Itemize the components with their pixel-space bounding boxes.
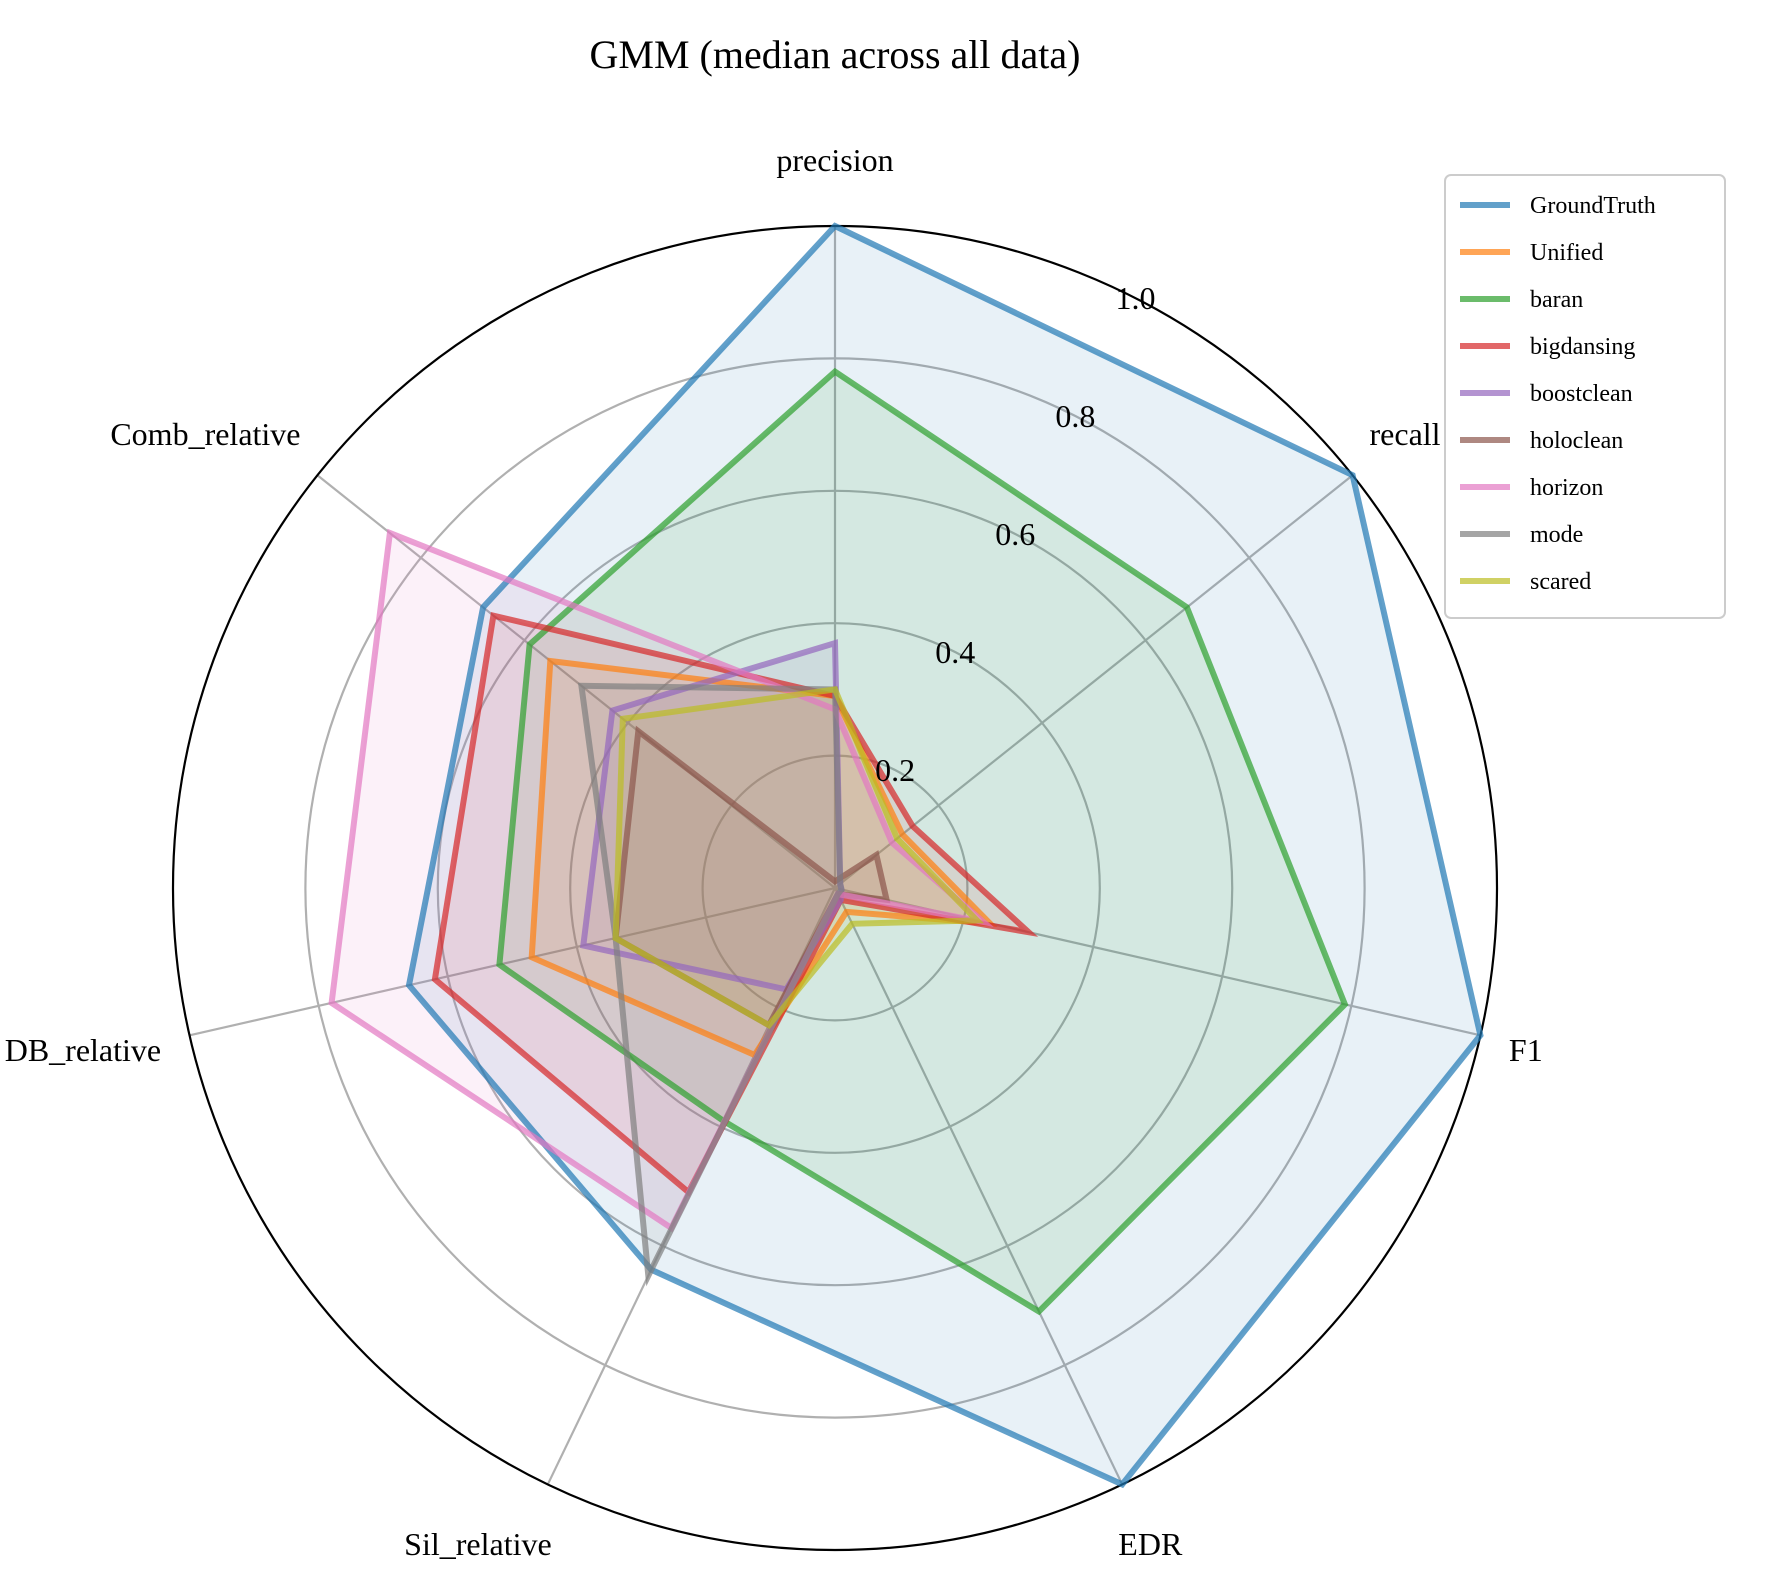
tick-label-3: 0.8	[1055, 398, 1095, 434]
radar-series	[328, 222, 1484, 1489]
series-fill-holoclean	[615, 731, 887, 1026]
axis-labels: precision recall F1 EDR Sil_relative DB_relat…	[5, 142, 1543, 1562]
legend-label-baran: baran	[1530, 287, 1583, 313]
series-fill-baran	[499, 371, 1345, 1312]
axis-label-Sil_relative: Sil_relative	[404, 1526, 552, 1562]
legend-label-holoclean: holoclean	[1530, 428, 1623, 454]
axis-label-recall: recall	[1370, 416, 1441, 452]
series-line-GroundTruth	[405, 222, 1484, 1489]
series-fill-scared	[615, 689, 977, 1026]
tick-label-1: 0.4	[935, 634, 975, 670]
legend-label-GroundTruth: GroundTruth	[1530, 193, 1656, 219]
legend-box	[1444, 174, 1726, 619]
legend-label-bigdansing: bigdansing	[1530, 334, 1635, 360]
chart-title: GMM (median across all data)	[590, 32, 1081, 77]
tick-label-0: 0.2	[875, 752, 915, 788]
spoke-recall	[834, 474, 1354, 889]
axis-label-precision: precision	[776, 142, 893, 178]
spoke-EDR	[834, 887, 1124, 1485]
tick-label-2: 0.6	[995, 516, 1035, 552]
legend-label-horizon: horizon	[1530, 475, 1603, 501]
legend: GroundTruth Unified baran bigdansing boostcl…	[1444, 174, 1726, 619]
legend-label-Unified: Unified	[1530, 240, 1603, 266]
axis-label-EDR: EDR	[1118, 1526, 1183, 1562]
axis-label-F1: F1	[1509, 1032, 1543, 1068]
axis-label-Comb_relative: Comb_relative	[110, 416, 300, 452]
legend-label-mode: mode	[1530, 522, 1583, 548]
spoke-DB_relative	[189, 886, 836, 1037]
series-line-scared	[612, 686, 984, 1030]
tick-label-4: 1.0	[1116, 280, 1156, 316]
series-line-baran	[496, 367, 1349, 1316]
series-line-mode	[577, 682, 845, 1287]
series-fill-bigdansing	[434, 615, 1029, 1193]
series-fill-boostclean	[583, 643, 842, 990]
axis-label-DB_relative: DB_relative	[5, 1032, 161, 1068]
legend-label-boostclean: boostclean	[1530, 381, 1633, 407]
radial-tick-labels: 0.2 0.4 0.6 0.8 1.0	[875, 280, 1155, 788]
legend-label-scared: scared	[1530, 569, 1591, 595]
